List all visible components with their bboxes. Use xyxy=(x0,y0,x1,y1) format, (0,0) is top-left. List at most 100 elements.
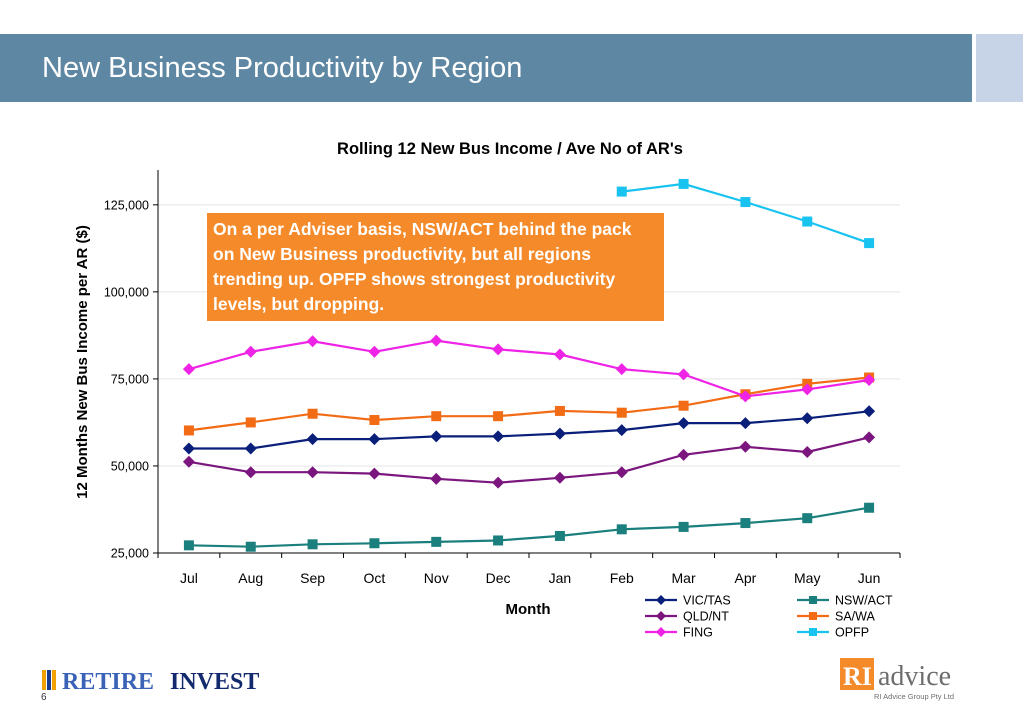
x-tick-label-jun: Jun xyxy=(858,570,881,586)
point-fing-aug xyxy=(244,345,257,358)
legend-marker-vic-tas xyxy=(656,595,666,605)
point-qld-nt-dec xyxy=(492,476,505,489)
point-nsw-act-jul xyxy=(183,540,194,551)
point-nsw-act-feb xyxy=(616,524,627,535)
point-fing-oct xyxy=(368,345,381,358)
point-nsw-act-jun xyxy=(864,502,875,513)
point-sa-wa-jan xyxy=(554,405,565,416)
point-qld-nt-oct xyxy=(368,467,381,480)
point-opfp-mar xyxy=(678,178,689,189)
legend-marker-qld-nt xyxy=(656,611,666,621)
point-nsw-act-aug xyxy=(245,541,256,552)
point-vic-tas-jun xyxy=(863,405,876,418)
point-vic-tas-feb xyxy=(615,424,628,437)
x-tick-label-aug: Aug xyxy=(238,570,263,586)
riadvice-logo: RI advice RI Advice Group Pty Ltd xyxy=(840,658,954,701)
point-vic-tas-apr xyxy=(739,417,752,430)
series-line-sa-wa xyxy=(188,376,870,432)
point-qld-nt-jun xyxy=(863,431,876,444)
point-sa-wa-nov xyxy=(431,411,442,422)
legend-label-nsw-act: NSW/ACT xyxy=(835,594,893,608)
point-qld-nt-nov xyxy=(430,472,443,485)
legend-label-vic-tas: VIC/TAS xyxy=(683,594,731,608)
point-sa-wa-aug xyxy=(245,417,256,428)
point-sa-wa-oct xyxy=(369,414,380,425)
point-opfp-apr xyxy=(740,197,751,208)
point-qld-nt-apr xyxy=(739,440,752,453)
series-line-nsw-act xyxy=(188,506,870,548)
x-tick-label-dec: Dec xyxy=(486,570,511,586)
point-opfp-feb xyxy=(616,186,627,197)
point-vic-tas-jan xyxy=(553,427,566,440)
point-fing-jun xyxy=(863,373,876,386)
series-line-vic-tas xyxy=(188,410,870,450)
y-tick-label: 125,000 xyxy=(104,198,149,212)
riadvice-mark-icon xyxy=(840,658,874,690)
riadvice-word: advice xyxy=(878,661,951,692)
legend-marker-opfp xyxy=(809,628,817,636)
page-number: 6 xyxy=(41,692,47,703)
series-line-fing xyxy=(188,339,870,398)
point-nsw-act-nov xyxy=(431,536,442,547)
point-vic-tas-aug xyxy=(244,442,257,455)
y-tick-label: 50,000 xyxy=(111,459,149,473)
point-nsw-act-jan xyxy=(554,530,565,541)
retireinvest-logo: RETIRE INVEST xyxy=(42,669,259,694)
y-axis-label: 12 Months New Bus Income per AR ($) xyxy=(74,225,91,499)
legend-marker-fing xyxy=(656,627,666,637)
callout-box: On a per Adviser basis, NSW/ACT behind t… xyxy=(207,213,664,321)
point-vic-tas-sep xyxy=(306,433,319,446)
series-line-qld-nt xyxy=(188,436,870,484)
legend-marker-nsw-act xyxy=(809,596,817,604)
point-qld-nt-feb xyxy=(615,466,628,479)
point-nsw-act-mar xyxy=(678,521,689,532)
point-fing-apr xyxy=(739,390,752,403)
x-tick-label-sep: Sep xyxy=(300,570,325,586)
point-sa-wa-dec xyxy=(493,411,504,422)
point-sa-wa-mar xyxy=(678,400,689,411)
legend-label-fing: FING xyxy=(683,626,713,640)
point-qld-nt-mar xyxy=(677,448,690,461)
y-tick-label: 75,000 xyxy=(111,372,149,386)
point-fing-jan xyxy=(553,348,566,361)
point-sa-wa-sep xyxy=(307,408,318,419)
retireinvest-logo-part1: RETIRE xyxy=(62,669,154,694)
point-vic-tas-nov xyxy=(430,430,443,443)
point-nsw-act-sep xyxy=(307,539,318,550)
point-qld-nt-sep xyxy=(306,466,319,479)
x-tick-label-oct: Oct xyxy=(364,570,386,586)
point-nsw-act-dec xyxy=(493,535,504,546)
riadvice-tagline: RI Advice Group Pty Ltd xyxy=(874,692,954,701)
point-vic-tas-oct xyxy=(368,433,381,446)
x-tick-label-jan: Jan xyxy=(549,570,572,586)
point-fing-nov xyxy=(430,334,443,347)
point-opfp-may xyxy=(802,216,813,227)
point-vic-tas-may xyxy=(801,412,814,425)
point-fing-dec xyxy=(492,343,505,356)
point-qld-nt-may xyxy=(801,446,814,459)
point-sa-wa-jul xyxy=(183,425,194,436)
x-tick-label-may: May xyxy=(794,570,820,586)
legend-label-sa-wa: SA/WA xyxy=(835,610,875,624)
point-qld-nt-aug xyxy=(244,466,257,479)
point-fing-sep xyxy=(306,335,319,348)
x-tick-label-feb: Feb xyxy=(610,570,634,586)
point-fing-mar xyxy=(677,368,690,381)
retireinvest-logo-part2: INVEST xyxy=(170,669,259,694)
point-nsw-act-oct xyxy=(369,538,380,549)
riadvice-mark: RI xyxy=(843,662,872,691)
point-vic-tas-jul xyxy=(182,442,195,455)
header-side-block xyxy=(976,34,1023,102)
y-tick-label: 25,000 xyxy=(111,547,149,561)
point-qld-nt-jul xyxy=(182,455,195,468)
point-sa-wa-feb xyxy=(616,407,627,418)
x-tick-label-jul: Jul xyxy=(180,570,198,586)
slide-title: New Business Productivity by Region xyxy=(42,52,523,84)
x-tick-label-apr: Apr xyxy=(735,570,757,586)
y-tick-label: 100,000 xyxy=(104,285,149,299)
x-tick-label-mar: Mar xyxy=(672,570,696,586)
x-axis-label: Month xyxy=(506,601,551,618)
chart-title: Rolling 12 New Bus Income / Ave No of AR… xyxy=(337,140,683,158)
point-vic-tas-dec xyxy=(492,430,505,443)
